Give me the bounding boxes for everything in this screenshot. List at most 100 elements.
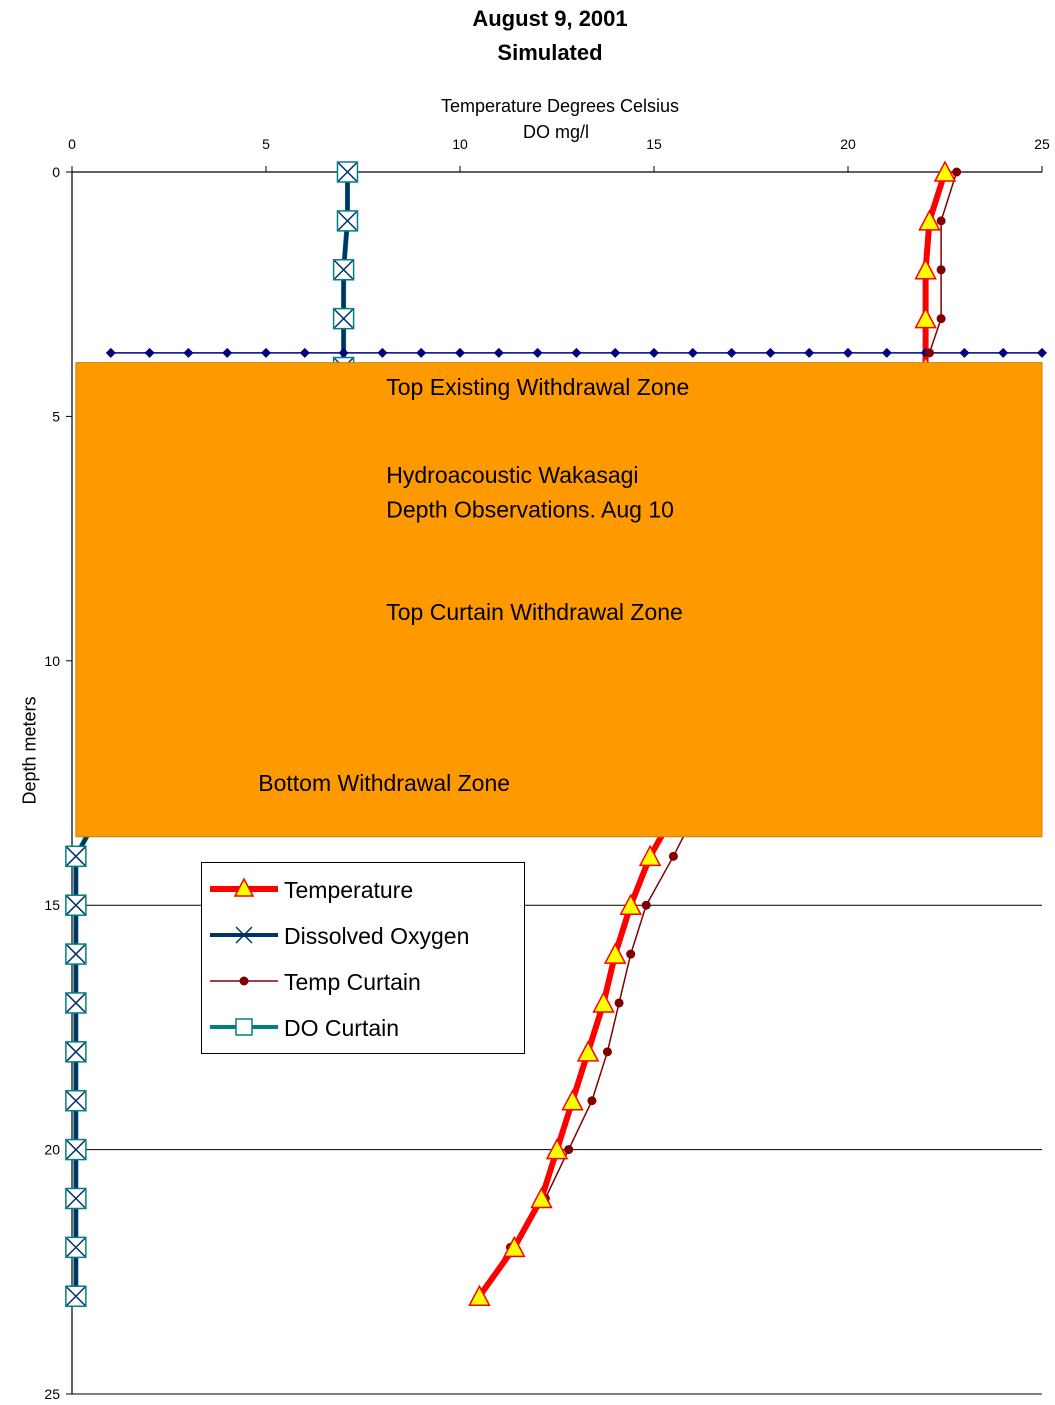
temp-curtain-point <box>668 851 678 861</box>
withdrawal-zone-annotation: Top Curtain Withdrawal Zone <box>386 599 683 625</box>
legend-item-dissolved-oxygen: Dissolved Oxygen <box>202 915 522 955</box>
threshold-point <box>532 347 543 358</box>
temperature-point <box>933 160 957 182</box>
threshold-point <box>144 347 155 358</box>
threshold-point <box>105 347 116 358</box>
temp-curtain-point <box>952 167 962 177</box>
temperature-point <box>545 1137 569 1160</box>
temperature-point <box>619 893 642 915</box>
y-tick-label: 10 <box>44 653 60 669</box>
dissolved-oxygen-point <box>66 1091 86 1111</box>
threshold-point <box>843 347 853 358</box>
chart-legend: Temperature Dissolved Oxygen Temp Curtai… <box>201 862 525 1054</box>
temp-curtain-point <box>626 949 636 959</box>
temperature-point <box>576 1040 600 1062</box>
chart-subtitle: Simulated <box>497 40 603 65</box>
dissolved-oxygen-point <box>334 309 354 329</box>
dissolved-oxygen-point <box>66 1042 86 1062</box>
x-axis-label-do: DO mg/l <box>522 122 589 142</box>
legend-swatch-do-curtain <box>210 1018 278 1036</box>
temperature-point <box>914 258 937 280</box>
dissolved-oxygen-point <box>66 1237 86 1257</box>
temperature-point <box>592 991 615 1013</box>
legend-item-do-curtain: DO Curtain <box>202 1007 522 1047</box>
threshold-point <box>687 347 698 358</box>
dissolved-oxygen-point <box>66 846 86 866</box>
threshold-point <box>183 347 194 358</box>
threshold-point <box>804 347 815 358</box>
temp-curtain-point <box>587 1096 597 1106</box>
temperature-point <box>638 844 662 867</box>
y-tick-label: 15 <box>44 897 60 913</box>
temp-curtain-point <box>936 314 946 324</box>
threshold-point <box>726 347 737 358</box>
temperature-point <box>503 1235 526 1258</box>
legend-swatch-temperature <box>210 877 278 897</box>
y-tick-label: 25 <box>44 1386 60 1402</box>
temperature-point <box>914 307 937 329</box>
legend-label: Dissolved Oxygen <box>284 923 470 949</box>
temp-curtain-point <box>924 348 934 358</box>
dissolved-oxygen-point <box>66 1188 86 1209</box>
legend-item-temp-curtain: Temp Curtain <box>202 961 522 1001</box>
threshold-point <box>649 347 659 358</box>
temperature-point <box>561 1089 584 1111</box>
withdrawal-zone-annotation: Bottom Withdrawal Zone <box>258 770 510 796</box>
dissolved-oxygen-point <box>337 162 358 182</box>
threshold-point <box>338 347 349 358</box>
temperature-point <box>468 1284 491 1306</box>
threshold-point <box>571 347 582 358</box>
x-tick-label: 10 <box>452 136 468 152</box>
legend-label: Temperature <box>284 877 414 903</box>
threshold-point <box>222 347 233 358</box>
legend-swatch-temp-curtain <box>210 976 278 986</box>
legend-label: Temp Curtain <box>284 969 421 995</box>
x-axis-label-temperature: Temperature Degrees Celsius <box>440 96 680 116</box>
legend-label: DO Curtain <box>284 1015 400 1041</box>
withdrawal-zone <box>75 362 1043 838</box>
threshold-point <box>998 347 1009 358</box>
threshold-point <box>261 347 271 358</box>
threshold-point <box>299 347 310 358</box>
temperature-point <box>603 942 627 964</box>
x-tick-label: 0 <box>68 136 76 152</box>
withdrawal-zone-annotation: Depth Observations. Aug 10 <box>386 496 674 522</box>
temp-curtain-point <box>614 998 624 1008</box>
y-tick-label: 0 <box>52 164 60 180</box>
y-tick-label: 5 <box>52 408 60 424</box>
threshold-point <box>610 347 621 358</box>
dissolved-oxygen-point <box>66 944 86 964</box>
threshold-point <box>765 347 776 358</box>
temp-curtain-point <box>602 1047 612 1057</box>
dissolved-oxygen-point <box>66 1286 86 1306</box>
chart-title: August 9, 2001 <box>472 6 628 31</box>
threshold-point <box>881 347 892 358</box>
threshold-point <box>959 347 970 358</box>
threshold-point <box>493 347 504 358</box>
temperature-point <box>530 1186 553 1209</box>
x-tick-label: 20 <box>840 136 856 152</box>
dissolved-oxygen-point <box>66 1140 86 1160</box>
x-tick-label: 5 <box>262 136 270 152</box>
temp-curtain-point <box>936 216 946 226</box>
temp-curtain-point <box>936 265 946 275</box>
threshold-point <box>377 347 388 358</box>
dissolved-oxygen-point <box>337 211 358 231</box>
withdrawal-zone-annotation: Top Existing Withdrawal Zone <box>386 374 689 400</box>
y-tick-label: 20 <box>44 1142 60 1158</box>
threshold-point <box>455 347 465 358</box>
x-tick-label: 15 <box>646 136 662 152</box>
threshold-point <box>416 347 427 358</box>
dissolved-oxygen-point <box>66 993 86 1013</box>
withdrawal-zone-annotation: Hydroacoustic Wakasagi <box>386 462 638 488</box>
temp-curtain-point <box>641 900 651 910</box>
dissolved-oxygen-point <box>334 260 354 280</box>
dissolved-oxygen-point <box>66 895 86 915</box>
temp-curtain-point <box>564 1145 574 1155</box>
legend-swatch-dissolved-oxygen <box>210 926 278 944</box>
x-tick-label: 25 <box>1034 136 1050 152</box>
legend-item-temperature: Temperature <box>202 869 522 909</box>
temperature-point <box>918 209 941 231</box>
threshold-point <box>1037 347 1047 358</box>
